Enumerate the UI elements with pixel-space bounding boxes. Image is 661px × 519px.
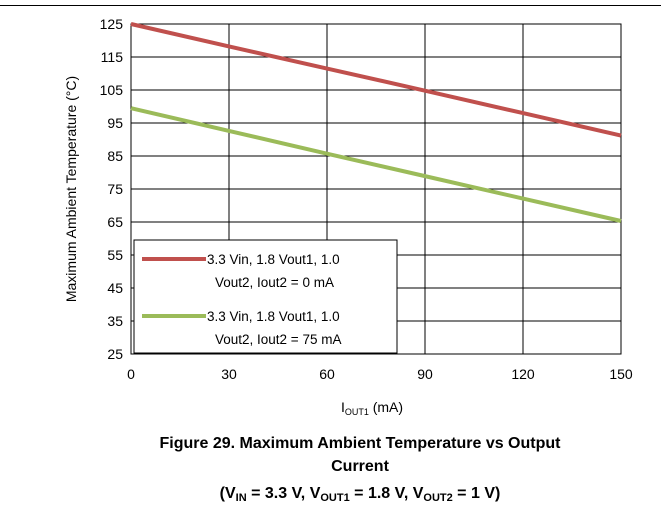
caption-line-2: Current [331, 458, 389, 475]
y-tick-label: 25 [107, 346, 123, 362]
caption-line-1: Figure 29. Maximum Ambient Temperature v… [159, 435, 561, 452]
caption-line-3: (VIN = 3.3 V, VOUT1 = 1.8 V, VOUT2 = 1 V… [219, 485, 501, 504]
y-tick-label: 55 [107, 247, 123, 263]
legend-label-2-line2: Vout2, Iout2 = 75 mA [215, 332, 341, 347]
x-tick-label: 150 [609, 366, 633, 382]
series-lines [130, 22, 622, 223]
x-tick-label: 30 [221, 366, 237, 382]
y-tick-labels: 25 35 45 55 65 75 85 95 105 115 125 [100, 16, 124, 362]
x-axis-title: IOUT1 (mA) [341, 399, 403, 417]
series-line-1 [130, 22, 622, 138]
y-tick-label: 125 [100, 16, 124, 32]
y-tick-label: 115 [101, 49, 124, 65]
y-tick-label: 65 [107, 214, 123, 230]
y-tick-label: 35 [107, 313, 123, 329]
legend-label-1-line1: 3.3 Vin, 1.8 Vout1, 1.0 [207, 252, 340, 267]
y-tick-label: 105 [100, 82, 124, 98]
x-axis-title-unit: (mA) [369, 399, 403, 415]
x-tick-label: 120 [511, 366, 535, 382]
legend: 3.3 Vin, 1.8 Vout1, 1.0 Vout2, Iout2 = 0 … [133, 239, 398, 354]
x-tick-label: 0 [127, 366, 135, 382]
top-rule [0, 5, 661, 6]
legend-label-2-line1: 3.3 Vin, 1.8 Vout1, 1.0 [207, 309, 340, 324]
y-tick-label: 45 [107, 280, 123, 296]
x-axis-title-sub: OUT1 [345, 407, 369, 417]
x-axis-title-main: I [341, 399, 345, 415]
y-tick-label: 95 [107, 115, 123, 131]
series-line-2 [130, 106, 622, 223]
y-tick-label: 85 [107, 148, 123, 164]
plot-frame [130, 23, 622, 355]
legend-label-1-line2: Vout2, Iout2 = 0 mA [215, 275, 334, 290]
x-tick-label: 90 [417, 366, 433, 382]
x-tick-labels: 0 30 60 90 120 150 [127, 366, 633, 382]
y-axis-title: Maximum Ambient Temperature (°C) [63, 76, 79, 302]
x-tick-label: 60 [319, 366, 335, 382]
y-tick-label: 75 [107, 181, 123, 197]
